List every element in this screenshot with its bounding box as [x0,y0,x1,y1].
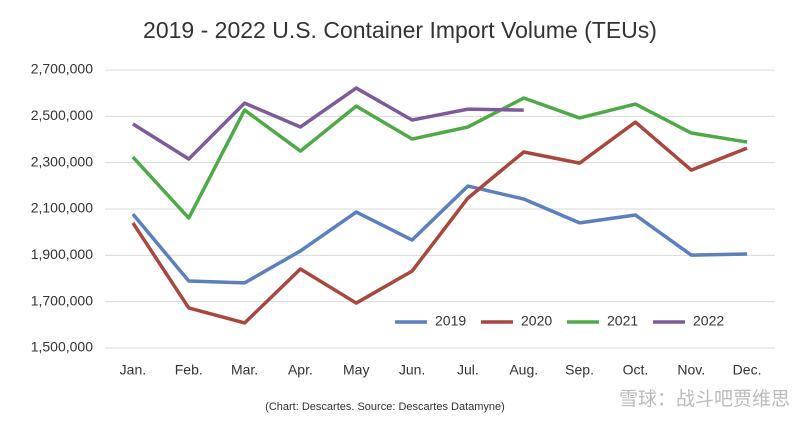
source-note: (Chart: Descartes. Source: Descartes Dat… [265,401,505,413]
watermark: 雪球：战斗吧贾维思 [619,388,790,410]
x-tick-label: Aug. [509,362,538,378]
series-line [131,86,524,161]
legend-label: 2019 [435,313,466,329]
y-tick-label: 2,700,000 [31,61,93,77]
x-tick-label: Jan. [120,362,146,378]
y-tick-label: 2,500,000 [31,107,93,123]
x-tick-label: May [343,362,369,378]
y-tick-label: 1,700,000 [31,292,93,308]
x-tick-label: Apr. [288,362,313,378]
x-tick-label: Mar. [231,362,258,378]
x-tick-label: Sep. [565,362,594,378]
series-line [131,184,748,285]
y-tick-label: 2,100,000 [31,200,93,216]
series-line [131,120,748,325]
y-tick-label: 1,900,000 [31,246,93,262]
x-tick-label: Dec. [733,362,762,378]
legend-label: 2020 [521,313,552,329]
x-tick-label: Jun. [399,362,425,378]
x-tick-label: Jul. [457,362,479,378]
y-tick-label: 1,500,000 [31,339,93,355]
x-tick-label: Nov. [677,362,705,378]
series-line [131,96,748,220]
legend-label: 2022 [693,313,724,329]
y-tick-label: 2,300,000 [31,153,93,169]
x-tick-label: Feb. [175,362,203,378]
legend-label: 2021 [607,313,638,329]
x-tick-label: Oct. [623,362,649,378]
chart-title: 2019 - 2022 U.S. Container Import Volume… [143,17,657,43]
